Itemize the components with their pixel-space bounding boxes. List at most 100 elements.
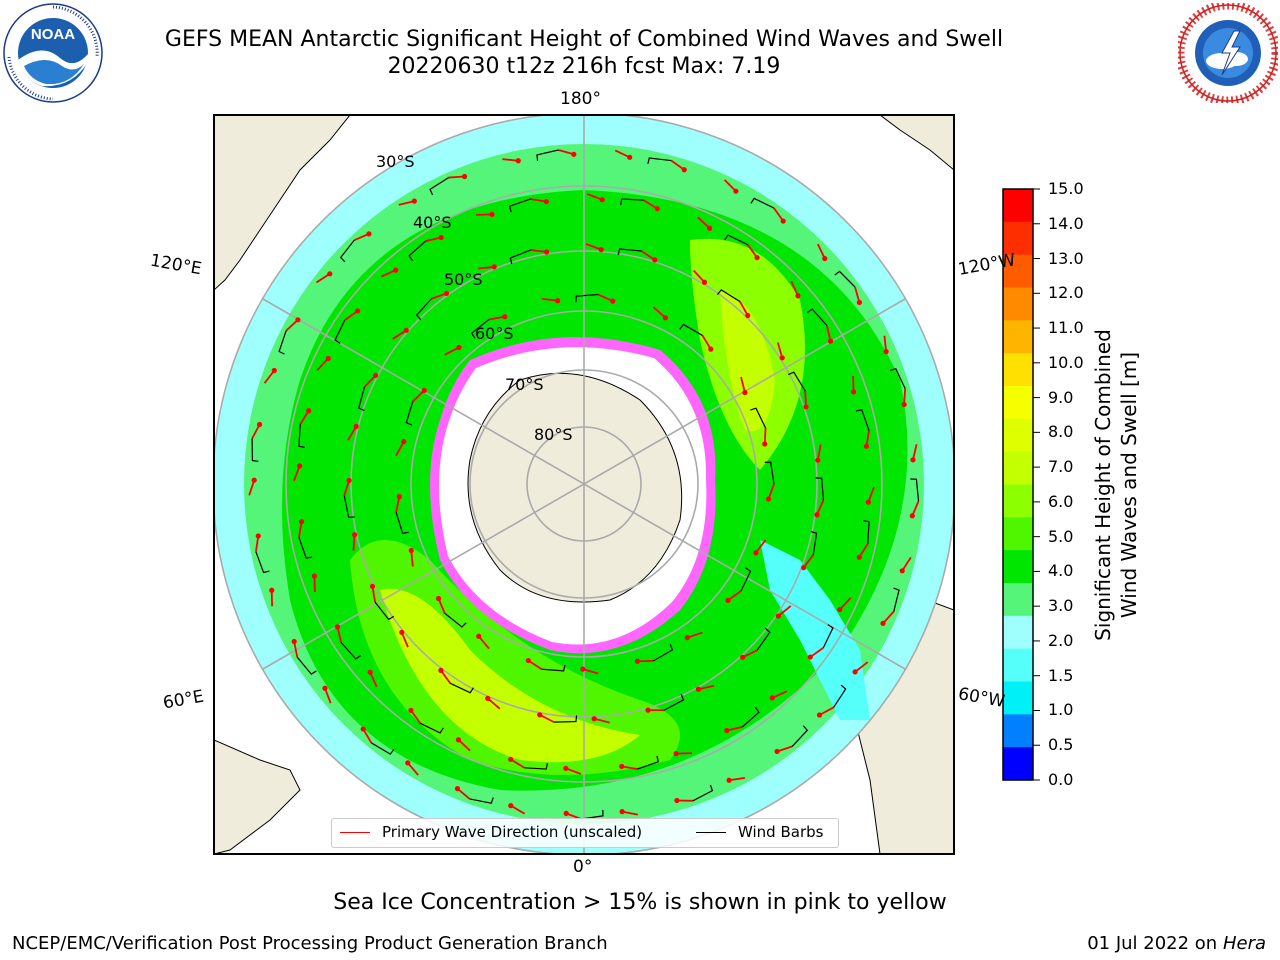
wind-barb [679, 323, 703, 336]
wind-barb [581, 809, 604, 820]
colorbar-block [1003, 418, 1033, 453]
lon-label-0: 0° [573, 857, 593, 877]
lat-label-80s: 80°S [534, 425, 573, 444]
wave-arrow-head [508, 803, 514, 809]
wind-barb [855, 409, 870, 431]
wave-arrow-head [652, 257, 658, 263]
wind-barb [822, 624, 834, 649]
wind-barb [419, 722, 444, 734]
wind-barb [251, 438, 259, 462]
colorbar-block [1003, 287, 1033, 321]
wave-arrow-head [396, 494, 402, 500]
wave-direction-arrow [693, 269, 706, 283]
wave-arrow-head [369, 583, 376, 589]
wave-arrow-head [883, 349, 889, 355]
wave-direction-arrow [739, 301, 749, 316]
wave-arrow-head [322, 685, 328, 691]
wave-arrow-head [816, 712, 823, 718]
wind-barb [716, 289, 741, 303]
wave-arrow-head [393, 267, 399, 273]
wind-barb [450, 682, 474, 694]
wave-direction-arrow [852, 375, 855, 392]
wave-direction-arrow [747, 244, 758, 259]
wave-direction-arrow [697, 216, 711, 229]
wind-barb [692, 784, 714, 802]
wave-direction-arrow [742, 649, 758, 659]
wave-arrow-head [291, 638, 297, 645]
graticule [214, 115, 954, 854]
wave-direction-arrow [776, 745, 793, 753]
wave-arrow-head [351, 532, 358, 538]
wave-direction-arrow [343, 480, 350, 497]
wave-arrow-head [681, 167, 687, 173]
wave-arrow-head [800, 565, 807, 571]
wave-direction-arrow [344, 310, 359, 321]
wind-barb [278, 330, 287, 355]
wind-barb [405, 401, 414, 426]
wave-direction-arrow [911, 500, 920, 517]
wave-arrow-head [298, 519, 305, 525]
wave-direction-arrow [299, 410, 310, 425]
wave-direction-arrow [593, 717, 610, 724]
wave-direction-arrow [839, 597, 852, 611]
wave-arrow-head [421, 387, 427, 394]
wave-direction-arrow [362, 728, 373, 744]
colorbar-block [1003, 254, 1033, 288]
wave-arrow-head [910, 457, 916, 463]
wave-arrow-head [571, 151, 577, 157]
wave-arrow-head [366, 231, 372, 237]
wave-direction-arrow [698, 684, 715, 691]
wave-direction-arrow [395, 441, 405, 457]
wave-direction-arrow [614, 149, 631, 159]
wave-direction-arrow [315, 273, 331, 284]
colorbar-tick-label: 15.0 [1048, 179, 1084, 198]
lat-label-60s: 60°S [475, 324, 514, 343]
wave-direction-arrow [597, 293, 614, 302]
wave-direction-arrow [816, 499, 825, 516]
wave-arrow-head [485, 695, 491, 701]
wave-arrow-head [461, 173, 468, 180]
wave-arrow-head [435, 595, 442, 602]
wind-barb [357, 386, 366, 412]
wave-arrow-head [454, 786, 461, 792]
wind-barb [653, 644, 674, 662]
colorbar-block [1003, 353, 1033, 387]
wave-direction-arrow [444, 346, 460, 356]
wave-arrow-head [255, 533, 261, 539]
colorbar-border [1002, 188, 1034, 781]
colorbar-label-line2: Wind Waves and Swell [m] [1117, 351, 1141, 619]
wave-arrow-head [733, 188, 739, 194]
wave-direction-arrow [371, 586, 376, 603]
wind-barb [756, 627, 771, 651]
wave-direction-arrow [903, 388, 907, 405]
wave-arrow-head [599, 197, 605, 203]
wave-direction-arrow [380, 269, 397, 278]
wave-arrow-head [901, 401, 907, 408]
lat-label-30s: 30°S [376, 152, 415, 171]
colorbar-block [1003, 583, 1033, 617]
wave-arrow-head [491, 264, 497, 270]
colorbar-block [1003, 189, 1033, 223]
wind-barb [444, 612, 467, 628]
colorbar-block [1003, 484, 1033, 518]
wave-direction-arrow [701, 334, 712, 350]
wave-direction-arrow [582, 668, 599, 675]
wave-arrow-head [580, 666, 586, 672]
lat-label-70s: 70°S [505, 375, 544, 394]
colorbar-tick-label: 10.0 [1048, 352, 1084, 372]
wave-arrow-head [610, 298, 616, 304]
wave-arrow-head [852, 669, 858, 675]
wave-arrow-head [851, 389, 857, 395]
wind-barb [298, 537, 313, 559]
wind-barb [471, 318, 490, 339]
wave-direction-arrow [687, 631, 703, 639]
wind-barb [553, 715, 578, 723]
colorbar-label-line1: Significant Height of Combined [1091, 329, 1115, 641]
colorbar-label: Significant Height of Combined Wind Wave… [1090, 285, 1142, 685]
wave-direction-arrow [510, 804, 526, 815]
wave-direction-arrow [539, 713, 555, 723]
wave-direction-arrow [336, 626, 343, 643]
wave-direction-arrow [767, 483, 775, 500]
wind-barb [647, 157, 672, 165]
wind-barb [893, 587, 900, 612]
